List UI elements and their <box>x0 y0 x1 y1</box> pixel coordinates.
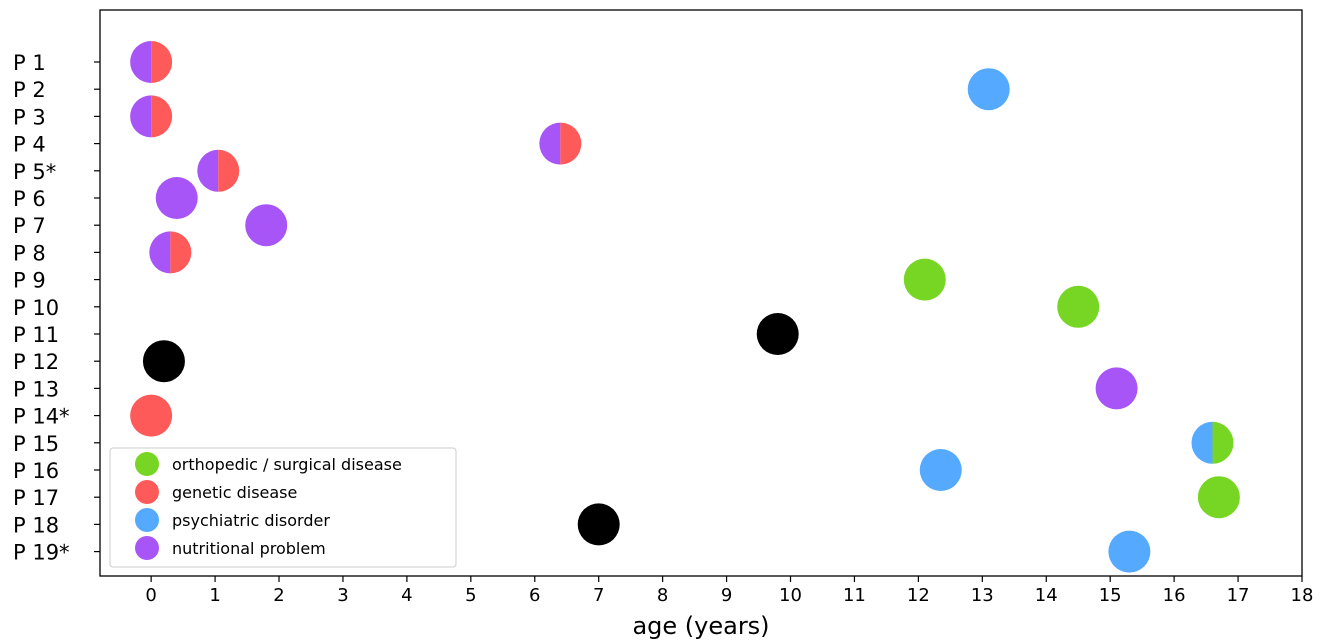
data-point <box>1095 367 1138 410</box>
data-point-circle <box>756 313 799 355</box>
x-tick-label: 7 <box>593 585 604 606</box>
y-tick-label: P 19* <box>13 541 70 565</box>
x-tick-label: 13 <box>971 585 994 606</box>
y-tick-label: P 1 <box>13 51 46 75</box>
data-point-left-half <box>130 41 152 83</box>
data-point <box>967 68 1010 111</box>
data-point-left-half <box>197 149 219 192</box>
y-tick-label: P 5* <box>13 160 56 184</box>
y-tick-label: P 8 <box>13 241 46 265</box>
data-point-left-half <box>149 231 171 274</box>
x-tick-label: 11 <box>843 585 866 606</box>
x-tick-label: 8 <box>657 585 668 606</box>
data-point <box>1191 421 1234 464</box>
y-tick-label: P 10 <box>13 296 59 320</box>
data-point <box>756 313 799 355</box>
data-point-right-half <box>560 122 582 165</box>
x-tick-label: 1 <box>209 585 220 606</box>
data-point <box>919 449 962 491</box>
y-tick-label: P 16 <box>13 459 59 483</box>
data-point-right-half <box>1212 421 1234 464</box>
y-tick-label: P 12 <box>13 350 59 374</box>
data-point-circle <box>1197 476 1240 519</box>
data-point-right-half <box>218 149 240 192</box>
y-tick-label: P 11 <box>13 323 59 347</box>
x-tick-label: 17 <box>1227 585 1250 606</box>
data-point <box>245 204 288 247</box>
data-point-circle <box>903 258 946 301</box>
data-point-circle <box>155 177 198 219</box>
y-tick-label: P 4 <box>13 133 46 157</box>
y-tick-label: P 7 <box>13 214 46 238</box>
data-point <box>1197 476 1240 519</box>
x-tick-label: 2 <box>273 585 284 606</box>
data-point-circle <box>1108 530 1151 573</box>
data-point-circle <box>245 204 288 247</box>
y-tick-label: P 17 <box>13 486 59 510</box>
legend-marker-psych <box>135 508 159 532</box>
x-tick-label: 3 <box>337 585 348 606</box>
x-tick-label: 12 <box>907 585 930 606</box>
data-point <box>1057 285 1100 328</box>
data-point-right-half <box>170 231 192 274</box>
y-tick-label: P 3 <box>13 105 46 129</box>
data-point-circle <box>1095 367 1138 410</box>
y-tick-label: P 18 <box>13 513 59 537</box>
y-tick-label: P 9 <box>13 269 46 293</box>
data-point-left-half <box>130 95 152 138</box>
x-tick-label: 6 <box>529 585 540 606</box>
y-axis-ticks: P 1 P 2 P 3 P 4 P 5* P 6 P 7 P 8 P 9 P 10 P 11 P 12… <box>13 51 100 565</box>
data-point <box>142 340 185 383</box>
data-point <box>903 258 946 301</box>
y-tick-label: P 14* <box>13 405 70 429</box>
x-tick-label: 14 <box>1035 585 1058 606</box>
x-tick-label: 0 <box>145 585 156 606</box>
x-tick-label: 15 <box>1099 585 1122 606</box>
data-point-circle <box>967 68 1010 111</box>
data-point-right-half <box>151 95 173 138</box>
data-point <box>130 394 173 437</box>
legend-frame <box>109 447 457 568</box>
x-axis-label: age (years) <box>632 612 769 640</box>
y-tick-label: P 13 <box>13 377 59 401</box>
data-point-left-half <box>539 122 561 165</box>
legend-label-ortho: orthopedic / surgical disease <box>172 455 402 474</box>
legend: orthopedic / surgical disease genetic dis… <box>109 447 457 568</box>
data-point <box>197 149 240 192</box>
legend-marker-ortho <box>135 452 159 476</box>
x-tick-label: 10 <box>779 585 802 606</box>
data-point-circle <box>142 340 185 383</box>
plot-frame <box>99 9 1303 577</box>
y-tick-label: P 15 <box>13 432 59 456</box>
data-point-circle <box>1057 285 1100 328</box>
legend-label-genetic: genetic disease <box>172 483 297 502</box>
x-tick-label: 4 <box>401 585 412 606</box>
data-point-circle <box>130 394 173 437</box>
legend-label-psych: psychiatric disorder <box>172 511 330 530</box>
y-tick-label: P 6 <box>13 187 46 211</box>
x-tick-label: 9 <box>721 585 732 606</box>
x-tick-label: 5 <box>465 585 476 606</box>
data-point <box>577 503 620 546</box>
data-point <box>1108 530 1151 573</box>
data-point-circle <box>919 449 962 491</box>
data-points <box>130 41 1240 573</box>
legend-marker-nutri <box>135 536 159 560</box>
data-point <box>130 95 173 138</box>
data-point <box>130 41 173 83</box>
x-axis-ticks: 0 1 2 3 4 5 6 7 8 9 10 11 12 13 14 15 16 17 18 <box>145 576 1313 606</box>
legend-marker-genetic <box>135 480 159 504</box>
data-point-circle <box>577 503 620 546</box>
data-point-left-half <box>1191 421 1213 464</box>
legend-label-nutri: nutritional problem <box>172 539 326 558</box>
y-tick-label: P 2 <box>13 78 46 102</box>
data-point <box>539 122 582 165</box>
data-point <box>155 177 198 219</box>
x-tick-label: 18 <box>1291 585 1314 606</box>
x-tick-label: 16 <box>1163 585 1186 606</box>
data-point-right-half <box>151 41 173 83</box>
data-point <box>149 231 192 274</box>
